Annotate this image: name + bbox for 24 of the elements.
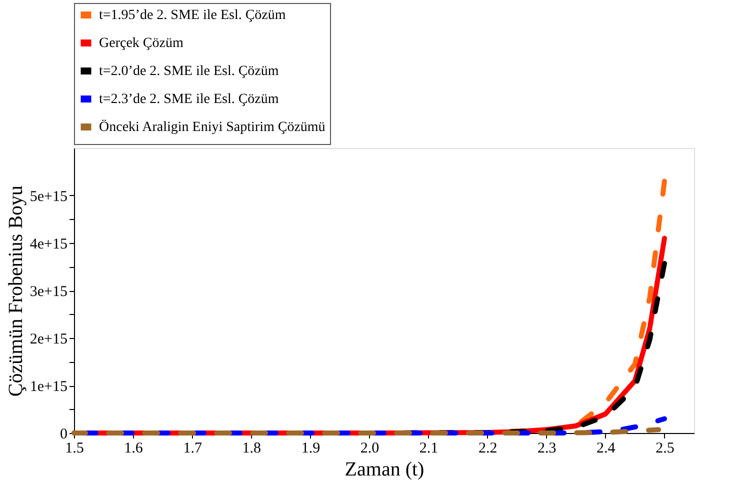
legend-label: Gerçek Çözüm xyxy=(99,36,184,51)
x-tick-label: 1.9 xyxy=(301,440,320,456)
x-tick-label: 2.0 xyxy=(360,440,380,456)
x-tick-label: 1.8 xyxy=(242,440,262,456)
x-tick-label: 1.6 xyxy=(124,440,144,456)
y-tick-label: 3e+15 xyxy=(30,284,68,300)
legend-label: Önceki Araligin Eniyi Saptirim Çözümü xyxy=(99,119,326,135)
legend-label: t=2.3’de 2. SME ile Esl. Çözüm xyxy=(99,92,279,107)
y-tick-label: 0 xyxy=(60,426,68,442)
y-tick-label: 2e+15 xyxy=(30,332,68,348)
x-tick-label: 2.4 xyxy=(596,440,616,456)
y-tick-label: 1e+15 xyxy=(30,379,68,395)
x-tick-label: 2.5 xyxy=(656,440,674,456)
x-axis-title: Zaman (t) xyxy=(344,458,424,480)
y-tick-label: 5e+15 xyxy=(30,189,68,205)
x-tick-label: 1.7 xyxy=(183,440,202,456)
x-tick-label: 2.1 xyxy=(419,440,438,456)
x-tick-label: 2.3 xyxy=(538,440,556,456)
legend-label: t=1.95’de 2. SME ile Esl. Çözüm xyxy=(99,8,286,23)
y-tick-label: 4e+15 xyxy=(30,236,68,252)
legend-label: t=2.0’de 2. SME ile Esl. Çözüm xyxy=(99,64,279,79)
x-tick-label: 2.2 xyxy=(478,440,498,456)
y-axis-title: Çözümün Frobenius Boyu xyxy=(4,185,27,397)
x-tick-label: 1.5 xyxy=(65,440,84,456)
